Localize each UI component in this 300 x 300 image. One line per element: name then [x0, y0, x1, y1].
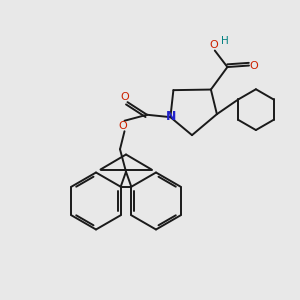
Text: H: H	[221, 36, 229, 46]
Text: O: O	[118, 121, 127, 131]
Text: N: N	[166, 110, 176, 123]
Text: O: O	[120, 92, 129, 102]
Text: O: O	[249, 61, 258, 70]
Text: O: O	[210, 40, 219, 50]
